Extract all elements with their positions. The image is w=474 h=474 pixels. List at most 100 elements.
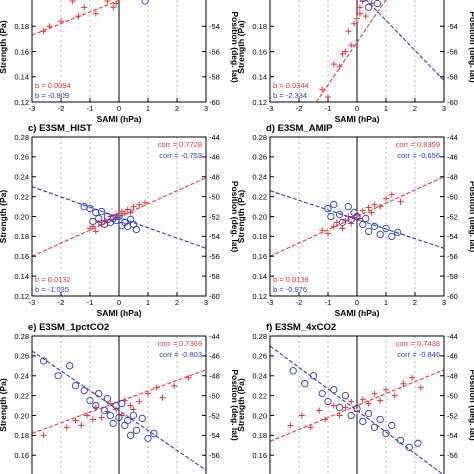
strength-point: [339, 51, 346, 58]
y-axis-label-right: Position (deg. lat): [230, 369, 240, 440]
position-point: [414, 439, 422, 447]
position-point: [344, 202, 352, 211]
position-point: [126, 431, 135, 440]
ytick-right-label: -48: [447, 173, 458, 182]
ytick-right-label: -58: [209, 272, 220, 281]
xtick-label: 0: [117, 104, 121, 113]
ytick-left-label: 0.16: [14, 451, 29, 460]
ytick-left-label: 0.12: [252, 98, 267, 107]
y-axis-label-left: Strength (Pa): [236, 20, 246, 74]
position-point: [330, 200, 338, 209]
strength-point: [400, 380, 407, 387]
y-axis-label-left: Strength (Pa): [0, 378, 8, 432]
strength-point: [110, 4, 117, 11]
corr-strength-label: corr = 0.7438: [396, 339, 440, 348]
position-point: [330, 386, 338, 394]
corr-position-label: corr = -0.656: [397, 151, 440, 160]
strength-point: [104, 0, 111, 4]
strength-point: [333, 219, 340, 226]
xtick-label: 0: [355, 298, 359, 307]
ytick-right-label: -56: [447, 252, 458, 261]
strength-point: [84, 412, 91, 419]
strength-point: [356, 10, 363, 17]
position-point: [92, 401, 100, 410]
position-point: [289, 367, 297, 375]
xtick-label: 3: [442, 298, 446, 307]
ytick-right-label: -50: [447, 391, 458, 400]
position-point: [86, 396, 94, 405]
xtick-label: -2: [296, 104, 303, 113]
strength-point: [81, 4, 88, 11]
position-point: [138, 414, 146, 423]
position-point: [66, 362, 74, 370]
strength-point: [325, 230, 331, 237]
ytick-left-label: 0.20: [252, 212, 267, 221]
panel-1: 0.12 0.14 0.16 0.18 -60 -58 -56 -54 -3 -2 -1 0 1 2 3 SA…: [0, 0, 240, 124]
strength-point: [121, 210, 128, 217]
position-point: [95, 389, 103, 398]
position-point: [347, 215, 355, 224]
strength-point: [371, 201, 378, 208]
strength-point: [127, 209, 134, 216]
strength-point: [351, 20, 358, 27]
ytick-right-label: -54: [209, 232, 220, 241]
slope-strength-label: b = 0.0132: [35, 275, 71, 284]
position-point: [132, 225, 141, 234]
strength-point: [397, 198, 404, 205]
ytick-right-label: -54: [209, 22, 220, 31]
y-axis-label-left: Strength (Pa): [0, 20, 8, 74]
ytick-right-label: -58: [447, 272, 458, 281]
position-point: [327, 212, 335, 221]
position-point: [396, 436, 405, 444]
position-point: [376, 230, 384, 239]
position-point: [370, 423, 379, 432]
position-point: [359, 220, 367, 229]
xtick-label: 2: [175, 298, 179, 307]
ytick-right-label: -52: [447, 411, 458, 420]
slope-position-label: b = -0.976: [273, 285, 307, 294]
xtick-label: -3: [267, 298, 274, 307]
ytick-right-label: -46: [209, 153, 220, 162]
slope-strength-label: b = 0.0344: [273, 81, 309, 90]
strength-point: [356, 4, 363, 11]
panel-title: e) E3SM_1pctCO2: [28, 322, 109, 333]
ytick-left-label: 0.16: [252, 451, 267, 460]
strength-point: [359, 207, 366, 214]
position-point: [359, 417, 367, 426]
ytick-right-label: -58: [447, 73, 458, 82]
ytick-right-label: -46: [447, 153, 458, 162]
strength-point: [365, 400, 372, 407]
strength-point: [298, 412, 305, 419]
strength-point: [307, 424, 314, 431]
strength-point: [124, 206, 131, 213]
x-axis-label: SAMI (hPa): [335, 114, 380, 124]
position-point: [362, 214, 370, 223]
corr-position-label: corr = -0.803: [159, 350, 202, 359]
xtick-label: 3: [204, 104, 208, 113]
position-point: [341, 391, 350, 400]
ytick-right-label: -52: [447, 212, 458, 221]
ytick-right-label: -44: [447, 332, 458, 341]
xtick-label: 2: [175, 104, 179, 113]
x-axis-label: SAMI (hPa): [97, 114, 142, 124]
ytick-right-label: -44: [209, 332, 220, 341]
ytick-left-label: 0.12: [14, 292, 29, 301]
panel-3: 0.12 0.14 0.16 0.18 0.20 0.22 0.24 0.26 0.28 -60 -…: [0, 123, 240, 318]
position-point: [301, 380, 309, 388]
strength-point: [365, 204, 372, 211]
strength-point: [330, 61, 337, 68]
ytick-left-label: 0.18: [14, 22, 29, 31]
strength-point: [409, 374, 416, 381]
strength-point: [371, 390, 378, 397]
position-point: [106, 411, 114, 420]
strength-point: [377, 203, 384, 210]
ytick-left-label: 0.28: [252, 332, 267, 341]
xtick-label: -2: [296, 298, 303, 307]
position-point: [364, 3, 373, 11]
xtick-label: 0: [355, 104, 359, 113]
strength-point: [69, 0, 76, 4]
strength-point: [127, 402, 134, 409]
panel-6: 0.16 0.18 0.20 0.22 0.24 0.26 0.28 -56 -54 -52 -50…: [236, 322, 474, 474]
ytick-right-label: -60: [447, 98, 458, 107]
